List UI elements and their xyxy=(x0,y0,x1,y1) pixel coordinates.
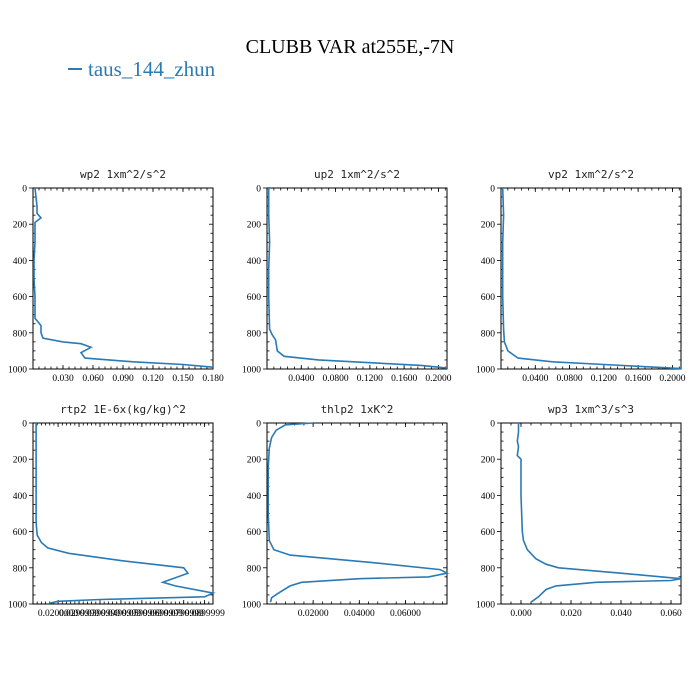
y-tick-label: 0 xyxy=(22,185,27,195)
x-tick-label: 0.1200 xyxy=(357,374,383,384)
x-tick-label: 0.0800 xyxy=(323,374,349,384)
plot-frame xyxy=(500,187,682,370)
panel-6: wp3 1xm^3/s^3 0 200 400 600 800 1000 0.000 0.020… xyxy=(476,403,682,619)
x-tick-label: 0.1600 xyxy=(625,374,651,384)
y-tick-label: 800 xyxy=(481,329,496,339)
y-tick-label: 400 xyxy=(481,492,496,502)
x-tick-label: 0.0799999 xyxy=(164,609,205,619)
series-line xyxy=(516,423,682,603)
legend-line-swatch xyxy=(68,68,82,71)
x-tick-label: 0.0800 xyxy=(557,374,583,384)
y-tick-label: 1000 xyxy=(8,366,27,376)
series-line xyxy=(267,188,448,369)
legend-label: taus_144_zhun xyxy=(88,57,216,81)
x-tick-label: 0.0699999 xyxy=(143,609,184,619)
x-tick-label: 0.030 xyxy=(52,374,74,384)
x-tick-label: 0.2000 xyxy=(425,374,451,384)
y-tick-label: 200 xyxy=(481,456,496,466)
y-tick-label: 400 xyxy=(247,257,262,267)
y-tick-label: 600 xyxy=(13,293,28,303)
y-tick-label: 800 xyxy=(13,564,28,574)
y-tick-label: 600 xyxy=(481,293,496,303)
y-tick-label: 1000 xyxy=(476,601,495,611)
y-tick-label: 400 xyxy=(13,492,28,502)
plot-frame xyxy=(32,422,214,605)
panel-title: rtp2 1E-6x(kg/kg)^2 xyxy=(60,403,186,416)
x-tick-label: 0.0400 xyxy=(288,374,314,384)
panel-title: thlp2 1xK^2 xyxy=(321,403,394,416)
y-tick-label: 800 xyxy=(13,329,28,339)
x-tick-label: 0.0299999 xyxy=(59,609,100,619)
y-tick-label: 800 xyxy=(247,564,262,574)
y-tick-label: 800 xyxy=(247,329,262,339)
series-line xyxy=(267,422,450,603)
y-tick-label: 0 xyxy=(256,420,261,430)
y-tick-label: 600 xyxy=(481,528,496,538)
panel-4: rtp2 1E-6x(kg/kg)^2 0 200 400 600 800 1000 0.02… xyxy=(8,403,225,619)
x-tick-label: 0.1600 xyxy=(391,374,417,384)
y-tick-label: 200 xyxy=(247,221,262,231)
x-tick-label: 0.0399999 xyxy=(80,609,121,619)
plot-frame xyxy=(266,187,448,370)
x-tick-label: 0.0499999 xyxy=(101,609,142,619)
y-tick-label: 400 xyxy=(247,492,262,502)
y-tick-label: 400 xyxy=(13,257,28,267)
x-tick-label: 0.2000 xyxy=(659,374,685,384)
y-tick-label: 200 xyxy=(13,221,28,231)
y-tick-label: 200 xyxy=(247,456,262,466)
series-line xyxy=(501,187,682,370)
x-tick-label: 0.1200 xyxy=(591,374,617,384)
y-tick-label: 0 xyxy=(256,185,261,195)
y-tick-label: 800 xyxy=(481,564,496,574)
x-tick-label: 0.0899999 xyxy=(184,609,225,619)
y-tick-label: 600 xyxy=(13,528,28,538)
panel-1: wp2 1xm^2/s^2 0 200 400 600 800 1000 0.030 0.060… xyxy=(8,168,224,384)
panel-title: up2 1xm^2/s^2 xyxy=(314,168,400,181)
panel-title: wp3 1xm^3/s^3 xyxy=(548,403,634,416)
x-tick-label: 0.150 xyxy=(172,374,194,384)
x-tick-label: 0.0599999 xyxy=(122,609,163,619)
x-tick-label: 0.0400 xyxy=(522,374,548,384)
x-tick-label: 0.000 xyxy=(510,609,532,619)
y-tick-label: 600 xyxy=(247,293,262,303)
y-tick-label: 1000 xyxy=(242,601,261,611)
y-tick-label: 600 xyxy=(247,528,262,538)
y-tick-label: 1000 xyxy=(8,601,27,611)
x-tick-label: 0.06000 xyxy=(390,609,421,619)
panel-2: up2 1xm^2/s^2 0 200 400 600 800 1000 0.0400 0.08… xyxy=(242,168,452,384)
y-tick-label: 0 xyxy=(490,185,495,195)
y-tick-label: 200 xyxy=(481,221,496,231)
y-tick-label: 0 xyxy=(22,420,27,430)
x-tick-label: 0.02000 xyxy=(298,609,329,619)
x-tick-label: 0.060 xyxy=(82,374,104,384)
x-tick-label: 0.120 xyxy=(142,374,164,384)
panel-3: vp2 1xm^2/s^2 0 200 400 600 800 1000 0.0400 0.08… xyxy=(476,168,686,384)
x-tick-label: 0.0200000 xyxy=(38,609,79,619)
panel-title: wp2 1xm^2/s^2 xyxy=(80,168,166,181)
series-line xyxy=(33,187,214,368)
y-tick-label: 400 xyxy=(481,257,496,267)
y-tick-label: 1000 xyxy=(476,366,495,376)
x-tick-label: 0.180 xyxy=(202,374,224,384)
x-tick-label: 0.020 xyxy=(560,609,582,619)
legend-entry: taus_144_zhun xyxy=(68,57,215,82)
x-tick-label: 0.04000 xyxy=(344,609,375,619)
x-tick-label: 0.060 xyxy=(660,609,682,619)
y-tick-label: 200 xyxy=(13,456,28,466)
panel-5: thlp2 1xK^2 0 200 400 600 800 1000 0.02000 0.040… xyxy=(242,403,450,619)
chart-title: CLUBB VAR at255E,-7N xyxy=(245,36,455,58)
y-tick-label: 1000 xyxy=(242,366,261,376)
series-line xyxy=(35,423,216,604)
x-tick-label: 0.090 xyxy=(112,374,134,384)
x-tick-label: 0.040 xyxy=(610,609,632,619)
y-tick-label: 0 xyxy=(490,420,495,430)
panel-title: vp2 1xm^2/s^2 xyxy=(548,168,634,181)
